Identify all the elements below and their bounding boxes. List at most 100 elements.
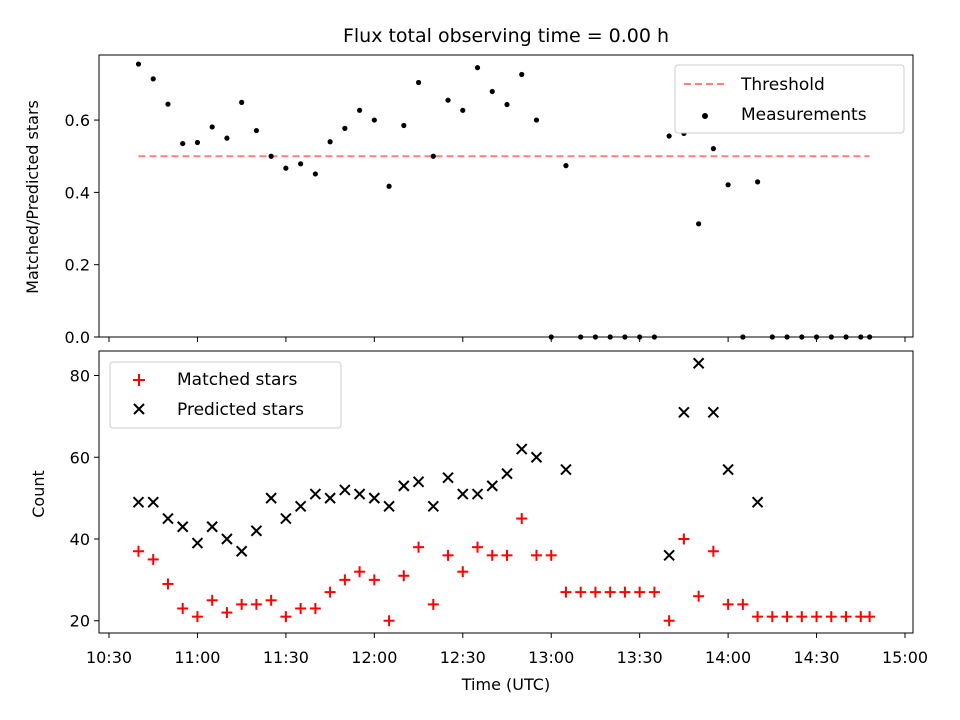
measurement-point <box>489 88 495 95</box>
bottom-x-tick-label: 13:30 <box>617 648 663 667</box>
bottom-x-ticks: 10:30 11:00 11:30 12:00 12:30 13:00 13:30 14:00… <box>86 633 928 667</box>
measurement-point <box>445 97 451 103</box>
predicted-star-point <box>383 500 395 513</box>
matched-star-point <box>575 586 587 598</box>
matched-star-point <box>825 611 837 623</box>
matched-star-point <box>796 611 808 623</box>
legend-measurements-swatch <box>702 113 708 119</box>
matched-star-point <box>442 549 454 561</box>
predicted-star-point <box>353 488 366 500</box>
predicted-star-point <box>191 537 204 549</box>
matched-star-point <box>324 586 336 598</box>
matched-star-point <box>162 578 174 590</box>
bottom-x-tick-label: 14:00 <box>705 648 751 667</box>
matched-star-point <box>236 598 248 610</box>
predicted-star-point <box>280 512 292 525</box>
matched-star-point <box>354 566 366 578</box>
measurement-point <box>401 122 407 129</box>
measurement-point <box>312 171 318 177</box>
matched-star-point <box>693 590 705 602</box>
matched-star-point <box>413 541 425 553</box>
matched-star-point <box>177 602 189 614</box>
matched-star-point <box>722 598 734 610</box>
predicted-star-point <box>471 488 484 500</box>
legend-threshold-label: Threshold <box>740 75 825 95</box>
measurement-point <box>710 146 716 152</box>
predicted-star-point <box>722 463 734 476</box>
legend-measurements-label: Measurements <box>741 105 867 125</box>
matched-star-point <box>339 574 351 586</box>
predicted-star-point <box>427 500 440 513</box>
predicted-star-point <box>250 525 263 537</box>
measurement-point <box>356 107 363 113</box>
legend-matched-label: Matched stars <box>177 370 297 390</box>
predicted-star-point <box>147 496 159 508</box>
predicted-star-point <box>368 492 381 504</box>
bottom-y-tick-label: 40 <box>70 530 90 549</box>
predicted-star-point <box>176 521 189 533</box>
matched-star-point <box>663 615 675 627</box>
top-y-axis-label: Matched/Predicted stars <box>23 100 42 294</box>
bottom-x-tick-label: 12:00 <box>351 648 397 667</box>
predicted-star-point <box>692 357 705 369</box>
predicted-star-point <box>265 492 277 504</box>
matched-star-point <box>604 586 616 598</box>
matched-star-point <box>781 611 793 623</box>
bottom-legend: Matched stars Predicted stars <box>109 361 342 429</box>
matched-star-point <box>516 513 528 525</box>
matched-star-point <box>398 570 410 582</box>
matched-star-point <box>265 594 277 606</box>
top-plot-frame <box>98 54 914 338</box>
predicted-star-point <box>339 484 351 496</box>
measurement-point <box>415 79 422 86</box>
matched-star-point <box>634 586 646 598</box>
bottom-y-tick-label: 20 <box>70 612 90 631</box>
matched-star-point <box>864 611 876 623</box>
measurement-point <box>430 153 436 159</box>
predicted-star-point <box>162 512 174 525</box>
matched-star-point <box>191 611 203 623</box>
matched-star-point <box>206 594 218 606</box>
legend-matched-swatch <box>133 374 145 386</box>
matched-star-point <box>678 533 690 545</box>
measurement-point <box>194 139 201 146</box>
bottom-panel: Count Time (UTC) 20 40 60 80 10:30 11:00 11:3… <box>29 350 928 694</box>
predicted-star-point <box>206 521 218 533</box>
predicted-star-point <box>309 488 322 500</box>
measurement-point <box>268 153 274 159</box>
measurement-point <box>519 71 525 78</box>
predicted-star-point <box>678 406 690 419</box>
measurement-point <box>666 133 672 139</box>
matched-star-point <box>589 586 601 598</box>
predicted-star-point <box>707 406 720 419</box>
predicted-star-point <box>235 545 248 557</box>
matched-star-point <box>707 545 719 557</box>
measurement-point <box>283 165 289 171</box>
legend-predicted-swatch <box>133 403 145 415</box>
top-y-tick-label: 0.2 <box>65 256 90 275</box>
matched-star-point <box>132 545 144 557</box>
matched-star-point <box>486 549 498 561</box>
matched-star-point <box>383 615 395 627</box>
predicted-star-point <box>324 492 336 504</box>
measurement-point <box>754 179 761 185</box>
matched-star-point <box>501 549 513 561</box>
matched-star-point <box>221 607 233 619</box>
matched-star-point <box>619 586 631 598</box>
measurement-point <box>696 221 702 227</box>
measurement-point <box>342 125 348 131</box>
bottom-y-tick-label: 80 <box>70 367 90 386</box>
predicted-star-point <box>294 500 307 513</box>
measurement-point <box>150 76 156 82</box>
predicted-star-point <box>457 488 469 500</box>
matched-star-point <box>840 611 852 623</box>
predicted-star-point <box>663 549 675 562</box>
measurement-point <box>180 140 186 147</box>
matched-star-point <box>648 586 660 598</box>
matched-star-point <box>766 611 778 623</box>
predicted-star-point <box>560 463 572 476</box>
measurement-point <box>135 61 142 67</box>
matched-star-point <box>472 541 484 553</box>
predicted-star-point <box>486 480 498 492</box>
